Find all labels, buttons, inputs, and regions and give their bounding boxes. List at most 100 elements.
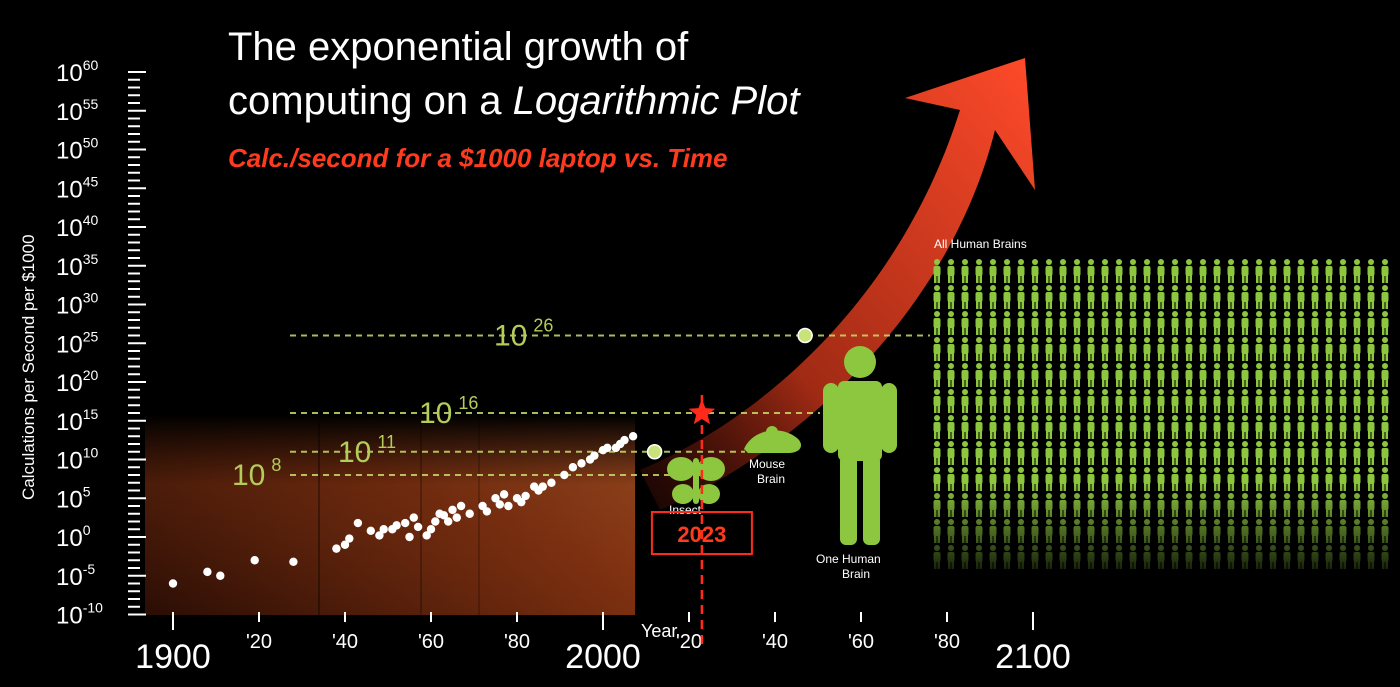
shade-divider [318,415,320,615]
data-point [517,497,526,507]
data-point [332,544,341,553]
x-tick-label: 2000 [565,638,641,676]
data-point [401,518,410,528]
data-point [422,531,431,540]
data-point [577,459,586,468]
y-tick-label: 1040 [56,212,98,242]
y-tick-label: 1045 [56,173,98,203]
human-label-line-2: Brain [842,567,870,581]
data-point [431,517,440,526]
all-human-brains-label: All Human Brains [934,237,1027,251]
shade-divider [420,415,422,615]
data-point [340,540,350,549]
x-axis-label: Year [641,621,677,641]
y-tick-label: 1025 [56,328,98,358]
crowd-fade [930,258,1390,578]
data-point [504,501,513,511]
insect-icon [667,457,725,504]
mouse-label-line-2: Brain [757,472,785,486]
data-point [168,579,178,588]
x-tick-label: '80 [934,631,960,653]
y-tick-label: 1010 [56,445,98,475]
x-tick-label: '80 [504,631,530,653]
y-tick-label: 1020 [56,367,98,397]
y-tick-label: 1050 [56,135,98,165]
data-point [452,513,461,522]
data-point [620,435,629,445]
data-point [499,490,509,499]
data-point [495,500,504,509]
x-tick-label: '20 [676,631,702,653]
x-tick-label: '60 [418,631,444,653]
data-point [538,482,547,491]
y-tick-label: 1015 [56,406,98,436]
data-point [392,521,401,530]
data-point [456,501,466,511]
y-tick-label: 10-5 [56,561,95,591]
y-tick-label: 100 [56,522,91,552]
highlight-star [688,399,716,425]
chart-title-line-1: The exponential growth of [228,25,689,69]
reference-level-label: 10 11 [338,432,396,469]
insect-label: Insect [669,503,702,517]
data-point [448,505,457,515]
data-point [426,525,436,534]
data-point [590,451,599,460]
human-label-line-1: One Human [816,552,881,566]
data-point [482,507,492,516]
data-point [521,491,530,501]
data-point [547,478,556,487]
data-point [203,567,212,577]
data-point [465,509,474,518]
data-point [216,571,225,580]
projection-point [646,444,663,460]
y-tick-label: 1030 [56,290,98,320]
chart-subtitle: Calc./second for a $1000 laptop vs. Time [228,143,728,173]
y-tick-label: 1060 [56,57,98,87]
data-point [409,513,418,522]
reference-level-label: 10 26 [494,316,553,353]
all-human-brains-crowd: All Human Brains [930,237,1390,578]
y-tick-label: 1055 [56,96,98,126]
chart-title-line-2: computing on a Logarithmic Plot [228,79,801,123]
x-tick-label: '40 [332,631,358,653]
x-axis-tick-labels: 1900 '20 '40 '60 '80 2000 '20 '40 '60 '80 2100 [135,612,1071,676]
shade-fade [145,415,635,615]
data-point [603,443,612,453]
data-point [366,526,375,535]
x-tick-label: '20 [246,631,272,653]
x-tick-label: 2100 [995,638,1071,676]
x-tick-label: 1900 [135,638,211,676]
human-icon [823,346,897,545]
year-highlight: 2023 [650,395,753,645]
data-point [345,534,354,543]
projection-points [646,327,813,460]
y-tick-label: 1035 [56,251,98,281]
data-point [375,531,384,540]
data-point [353,518,363,528]
mouse-icon [744,426,802,453]
projection-point [797,327,813,344]
y-tick-label: 105 [56,483,91,513]
data-point [405,532,414,542]
data-points [168,432,638,588]
x-tick-label: '40 [762,631,788,653]
data-point [379,525,388,534]
reference-levels: 10 8 10 11 10 16 10 26 [232,316,930,492]
data-point [628,432,638,441]
x-tick-label: '60 [848,631,874,653]
reference-level-label: 10 16 [419,393,478,430]
data-point [413,522,423,532]
data-point [568,463,578,472]
y-axis-label: Calculations per Second per $1000 [19,234,38,500]
shade-divider [478,415,480,615]
data-point [560,470,569,480]
y-tick-label: 10-10 [56,600,103,630]
data-point [491,494,500,503]
highlight-year-badge [650,511,753,555]
data-point [250,556,259,565]
data-point [289,557,298,566]
reference-level-label: 10 8 [232,455,281,492]
